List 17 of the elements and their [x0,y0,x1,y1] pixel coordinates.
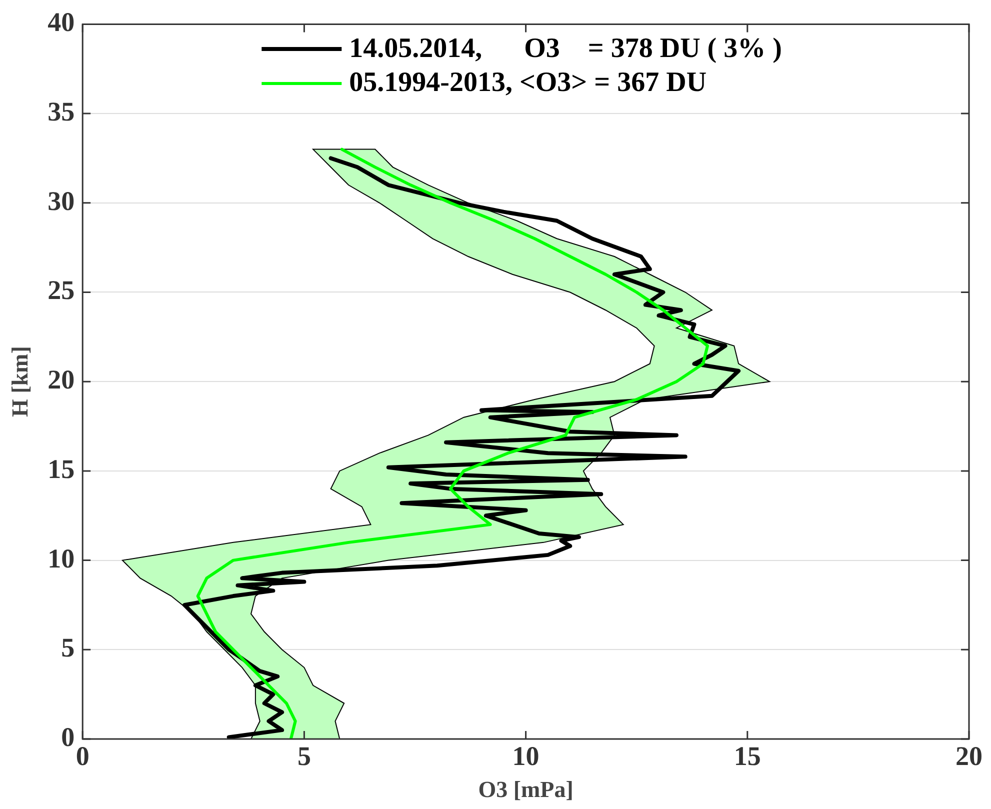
y-tick-label: 20 [48,364,75,395]
y-tick-label: 15 [48,454,75,484]
y-tick-label: 30 [48,186,75,216]
legend-label: 14.05.2014, O3 = 378 DU ( 3% ) [349,32,782,66]
y-axis-title: H [km] [8,346,33,418]
x-tick-label: 15 [734,741,761,772]
y-tick-label: 35 [48,96,75,127]
y-tick-label: 40 [48,7,75,38]
y-tick-label: 5 [61,632,75,663]
x-tick-label: 5 [297,741,311,772]
y-tick-label: 10 [48,543,75,574]
y-tick-label: 25 [48,275,75,306]
y-tick-label: 0 [61,722,75,752]
x-axis-title: O3 [mPa] [478,777,574,802]
x-tick-label: 20 [956,741,982,772]
legend-label: 05.1994-2013, <O3> = 367 DU [349,66,707,100]
x-tick-label: 10 [512,741,540,772]
